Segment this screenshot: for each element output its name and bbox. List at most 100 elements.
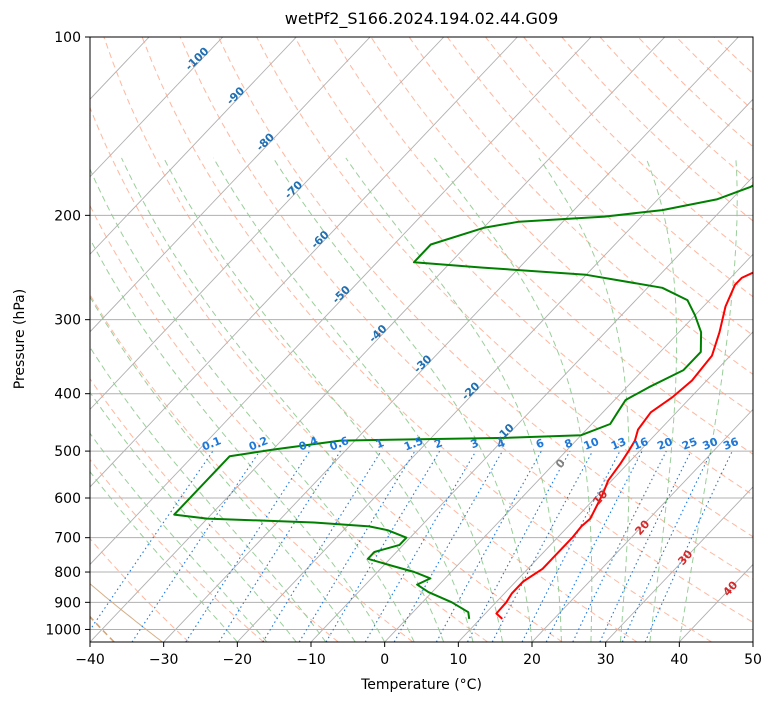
moist-adiabat-line [433, 157, 593, 642]
background-lines [0, 37, 753, 642]
dry-adiabat-line [408, 37, 753, 375]
isotherm-line [90, 37, 666, 642]
mixing-ratio-line [435, 450, 542, 642]
mixing-ratio-label: 6 [534, 436, 546, 451]
dry-adiabat-line [256, 37, 753, 538]
mixing-ratio-label: 30 [701, 435, 720, 453]
isotherm-line [0, 37, 75, 642]
mixing-ratio-label: 25 [680, 435, 699, 453]
isotherm-line [90, 37, 371, 333]
moist-adiabat-line [90, 237, 386, 642]
dry-adiabat-line [90, 616, 115, 642]
isotherm-line [457, 331, 753, 642]
moist-adiabat-line [90, 391, 297, 642]
dry-adiabat-line [90, 106, 563, 642]
mixing-ratio-line [364, 450, 477, 642]
x-tick-label: −30 [149, 652, 179, 668]
moist-adiabat-line [678, 157, 738, 642]
isotherm-line [0, 37, 2, 642]
isotherm-label: -40 [366, 322, 390, 345]
dry-adiabat-line [141, 37, 712, 642]
dry-adiabat-line [90, 204, 488, 642]
mixing-ratio-line [298, 450, 416, 642]
mixing-ratio-line [393, 450, 503, 642]
y-tick-label: 1000 [45, 622, 81, 638]
mixing-ratio-label: 36 [721, 435, 740, 453]
y-tick-label: 800 [54, 565, 81, 581]
moist-adiabat-line [90, 167, 415, 642]
isotherm-line [90, 37, 224, 178]
moist-adiabat-line [121, 157, 445, 642]
mixing-ratio-line [325, 450, 441, 642]
isotherm-label: -30 [411, 352, 435, 375]
mixing-ratio-label: 20 [655, 435, 674, 453]
moist-adiabat-label: 10 [590, 487, 610, 507]
mixing-ratio-line [262, 450, 382, 642]
y-tick-label: 700 [54, 531, 81, 547]
isotherm-line [752, 641, 753, 642]
dry-adiabat-line [90, 458, 264, 642]
reference-curve-line [90, 583, 163, 642]
mixing-ratio-line [599, 450, 692, 642]
y-tick-label: 400 [54, 387, 81, 403]
mixing-ratio-line [644, 450, 733, 642]
isotherm-line [163, 37, 739, 642]
dry-adiabat-line [370, 37, 753, 415]
x-tick-label: −20 [223, 652, 253, 668]
isotherm-label: -20 [459, 379, 483, 402]
isotherm-line [90, 37, 150, 100]
dry-adiabat-line [561, 37, 753, 222]
mixing-ratio-line [572, 450, 667, 642]
moist-adiabat-line [90, 432, 268, 642]
x-tick-label: 0 [380, 652, 389, 668]
isotherm-line [236, 98, 753, 642]
x-tick-label: 10 [449, 652, 467, 668]
moist-adiabat-line [272, 157, 533, 642]
mixing-ratio-line [185, 450, 311, 642]
isotherm-line [384, 253, 753, 642]
reference-adiabat-line [90, 615, 115, 642]
mixing-ratio-label: 1 [374, 436, 386, 451]
dry-adiabat-line [446, 37, 753, 336]
isotherm-label: -50 [330, 283, 354, 306]
x-tick-label: 30 [597, 652, 615, 668]
isotherm-line [90, 37, 297, 255]
dry-adiabat-line [90, 377, 339, 642]
mixing-ratio-line [621, 450, 712, 642]
dry-adiabat-line [714, 37, 753, 75]
isotherm-line [90, 37, 445, 411]
mixing-ratio-label: 3 [469, 436, 481, 451]
moist-adiabat-line [90, 295, 356, 642]
mixing-ratio-line [467, 450, 571, 642]
mixing-ratio-label: 2 [432, 436, 444, 451]
temperature-profile-line [495, 271, 753, 620]
dry-adiabat-line [90, 537, 190, 642]
isotherm-label: -80 [254, 130, 278, 153]
y-tick-label: 300 [54, 313, 81, 329]
dry-adiabat-line [179, 37, 753, 623]
y-tick-label: 600 [54, 491, 81, 507]
dry-adiabat-line [217, 37, 753, 580]
dry-adiabat-line [485, 37, 753, 298]
moist-adiabat-line [538, 157, 630, 642]
mixing-ratio-line [218, 450, 341, 642]
profile-lines [173, 184, 753, 620]
y-tick-label: 100 [54, 30, 81, 46]
mixing-ratio-line [131, 450, 261, 642]
x-axis-label: Temperature (°C) [361, 677, 482, 693]
y-tick-label: 200 [54, 208, 81, 224]
mixing-ratio-line [90, 450, 214, 631]
isotherm-line [678, 563, 753, 642]
x-tick-label: −40 [75, 652, 105, 668]
dry-adiabat-line [103, 37, 638, 642]
moist-adiabat-line [645, 157, 678, 642]
moist-adiabat-line [90, 346, 327, 642]
moist-adiabat-line [213, 157, 503, 642]
dry-adiabat-line [294, 37, 753, 496]
moist-adiabat-line [345, 157, 562, 642]
dewpoint-profile-line [173, 184, 753, 620]
mixing-ratio-label: 8 [563, 436, 575, 451]
mixing-ratio-label: 16 [631, 435, 650, 453]
x-tick-label: 40 [670, 652, 688, 668]
